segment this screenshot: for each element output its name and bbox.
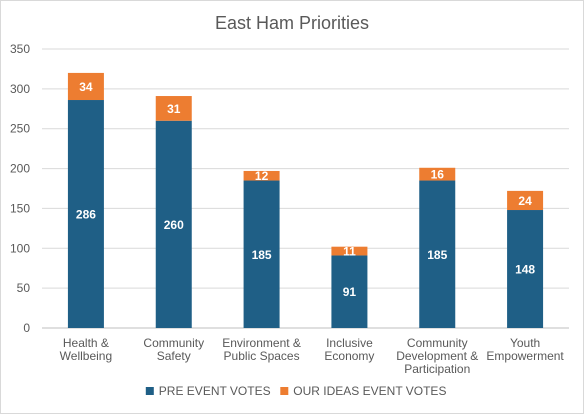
x-tick-label: Inclusive Economy: [324, 336, 374, 363]
bar-pre-event-votes: [331, 255, 368, 328]
y-axis: 0 50 100 150 200 250 300 350: [10, 42, 30, 335]
legend-label: PRE EVENT VOTES: [159, 384, 271, 398]
x-tick-label: Community Safety: [143, 336, 204, 363]
data-label: 185: [427, 248, 447, 262]
y-tick-label: 50: [17, 281, 31, 295]
y-tick-label: 200: [10, 162, 30, 176]
data-label: 185: [252, 248, 272, 262]
bar-pre-event-votes: [155, 120, 192, 328]
bar-our-ideas-event-votes: [331, 246, 368, 256]
bar-pre-event-votes: [243, 180, 280, 328]
data-label: 12: [255, 169, 269, 183]
bar-our-ideas-event-votes: [507, 190, 544, 211]
x-tick-label: Environment & Public Spaces: [222, 336, 301, 363]
bar-pre-event-votes: [507, 210, 544, 328]
data-label: 260: [164, 218, 184, 232]
y-tick-label: 100: [10, 241, 30, 255]
y-tick-label: 250: [10, 122, 30, 136]
data-label: 16: [431, 168, 445, 182]
x-tick-label: Community Development & Participation: [396, 336, 478, 376]
y-tick-label: 300: [10, 82, 30, 96]
data-label: 286: [76, 208, 96, 222]
bar-our-ideas-event-votes: [155, 96, 192, 121]
y-tick-label: 0: [23, 321, 30, 335]
data-label: 34: [79, 80, 93, 94]
data-label: 31: [167, 102, 181, 116]
bar-pre-event-votes: [419, 180, 456, 328]
y-tick-label: 350: [10, 42, 30, 56]
bar-our-ideas-event-votes: [419, 167, 456, 181]
x-tick-label: Health & Wellbeing: [60, 336, 112, 363]
legend-label: OUR IDEAS EVENT VOTES: [293, 384, 446, 398]
bar-our-ideas-event-votes: [67, 72, 104, 101]
x-tick-label: Youth Empowerment: [486, 336, 564, 363]
legend-swatch-pre-event-votes: [145, 387, 154, 395]
chart-title: East Ham Priorities: [215, 13, 369, 33]
data-label: 11: [343, 245, 356, 259]
data-label: 24: [518, 194, 532, 208]
y-tick-label: 150: [10, 201, 30, 215]
bar-our-ideas-event-votes: [243, 170, 280, 181]
legend-swatch-our-ideas-event-votes: [280, 387, 289, 395]
data-label: 91: [343, 285, 357, 299]
legend: PRE EVENT VOTES OUR IDEAS EVENT VOTES: [145, 384, 446, 398]
bars: 286 34 260 31 185 12 91 11 185 16 148 24: [67, 72, 544, 328]
gridlines: [42, 48, 569, 329]
data-label: 148: [515, 263, 535, 277]
bar-pre-event-votes: [67, 100, 104, 328]
x-axis: Health & Wellbeing Community Safety Environm…: [60, 336, 565, 376]
